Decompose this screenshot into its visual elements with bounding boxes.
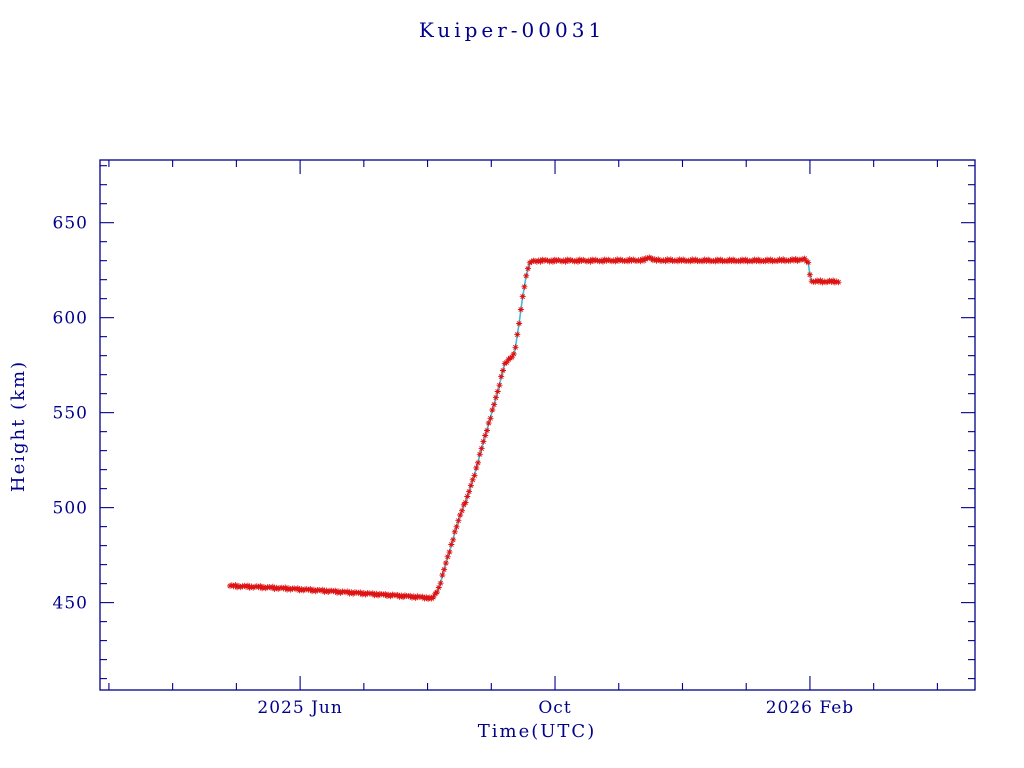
y-tick-label: 450 [53, 594, 88, 614]
y-tick-label: 650 [53, 214, 88, 234]
x-tick-label: 2025 Jun [257, 698, 342, 718]
data-markers [227, 254, 842, 602]
x-tick-label: Oct [538, 698, 571, 718]
chart-title: Kuiper-00031 [419, 18, 605, 42]
y-axis-label: Height (km) [8, 360, 29, 492]
y-tick-label: 500 [53, 499, 88, 519]
plot-box [99, 159, 976, 691]
plot-area: 2025 Jun Oct 2026 Feb 450 500 550 600 650 [53, 159, 976, 718]
y-tick-label: 600 [53, 309, 88, 329]
x-axis-label: Time(UTC) [478, 721, 596, 742]
x-tick-label: 2026 Feb [766, 698, 854, 718]
data-line [229, 256, 839, 600]
y-tick-label: 550 [53, 404, 88, 424]
